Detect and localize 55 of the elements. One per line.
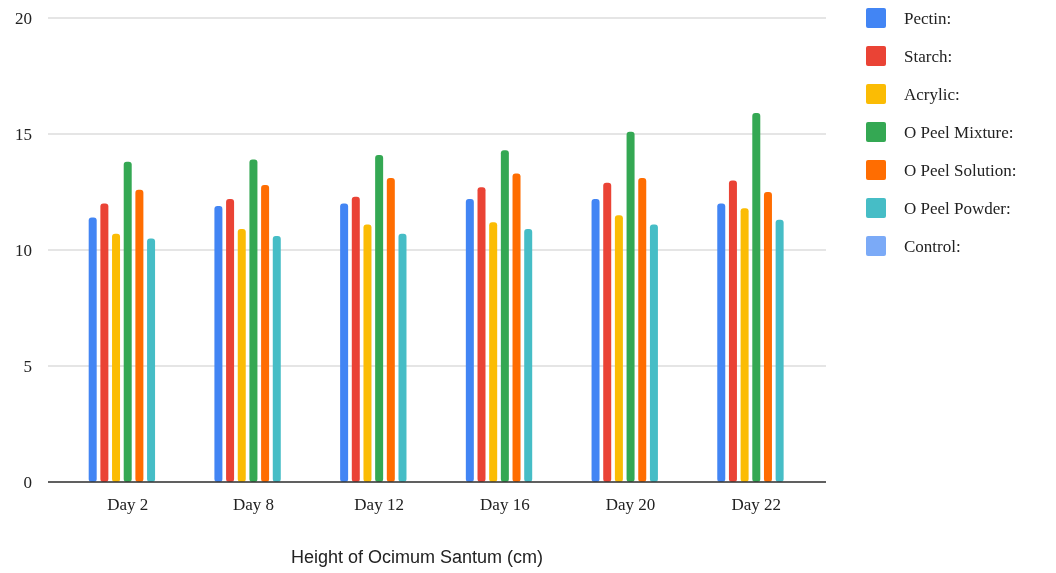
- bar: [728, 180, 737, 482]
- bar: [88, 217, 97, 482]
- bar: [123, 161, 132, 482]
- bar: [272, 236, 281, 482]
- bar: [614, 215, 623, 482]
- bar: [465, 198, 474, 482]
- bar: [386, 178, 395, 482]
- bar: [100, 203, 109, 482]
- bar: [147, 238, 156, 482]
- bar: [740, 208, 749, 482]
- y-tick-label: 20: [15, 8, 32, 28]
- bar: [489, 222, 498, 482]
- bar: [524, 229, 533, 482]
- bar: [363, 224, 372, 482]
- y-tick-label: 0: [23, 472, 32, 492]
- x-tick-label: Day 2: [107, 495, 149, 514]
- legend-label: Acrylic:: [904, 84, 960, 104]
- bar: [477, 187, 486, 482]
- bar: [237, 229, 246, 482]
- x-tick-label: Day 16: [480, 495, 530, 514]
- x-tick-label: Day 8: [232, 495, 274, 514]
- x-axis-title: Height of Ocimum Santum (cm): [290, 547, 544, 567]
- y-tick-label: 15: [15, 124, 32, 144]
- bar: [763, 192, 772, 482]
- bar: [214, 205, 223, 482]
- bar: [775, 219, 784, 482]
- bar: [112, 233, 121, 482]
- bar: [249, 159, 258, 482]
- legend-label: O Peel Solution:: [904, 160, 1017, 180]
- bar: [135, 189, 144, 482]
- legend-label: Control:: [904, 236, 961, 256]
- bar: [351, 196, 360, 482]
- x-tick-label: Day 12: [354, 495, 404, 514]
- legend-label: Pectin:: [904, 8, 952, 28]
- legend-label: O Peel Powder:: [904, 198, 1011, 218]
- y-tick-label: 10: [15, 240, 32, 260]
- bar: [649, 224, 658, 482]
- bar: [512, 173, 521, 482]
- bar: [500, 150, 509, 482]
- bar: [226, 198, 235, 482]
- bar: [398, 233, 407, 482]
- bar: [638, 178, 647, 482]
- legend-label: Starch:: [904, 46, 953, 66]
- bar: [626, 131, 635, 482]
- x-tick-label: Day 20: [605, 495, 656, 514]
- legend-label: O Peel Mixture:: [904, 122, 1014, 142]
- bar: [591, 198, 600, 482]
- bar: [752, 113, 761, 482]
- bar: [375, 154, 384, 482]
- bar: [603, 182, 612, 482]
- x-tick-label: Day 22: [731, 495, 782, 514]
- bar: [340, 203, 349, 482]
- bar: [261, 185, 270, 482]
- bar: [717, 203, 726, 482]
- y-tick-label: 5: [23, 356, 32, 376]
